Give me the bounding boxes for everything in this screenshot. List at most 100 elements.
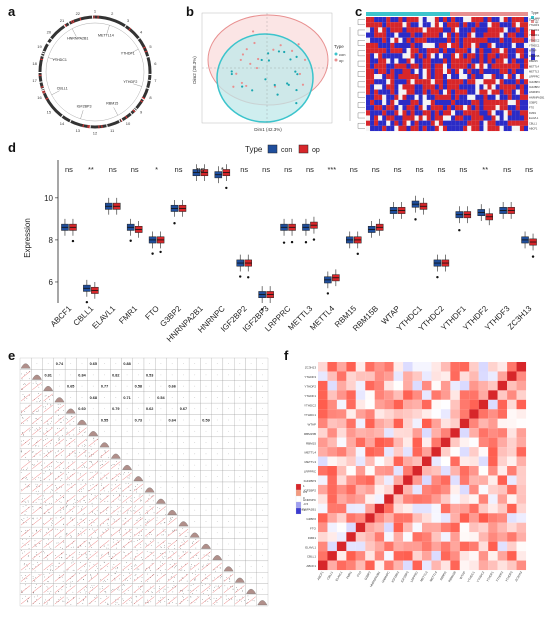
- pca-point: [264, 78, 267, 81]
- empty-mark: [137, 363, 139, 365]
- scatter-point: [229, 581, 231, 582]
- scatter-point: [99, 525, 101, 527]
- correlation-cell: [318, 447, 328, 457]
- scatter-point: [50, 473, 51, 475]
- correlation-cell: [488, 494, 498, 504]
- heatmap-cell: [442, 105, 448, 111]
- significance-label: ns: [350, 165, 358, 174]
- scatter-point: [57, 542, 59, 544]
- heatmap-cell: [426, 120, 431, 126]
- correlation-cell: [422, 447, 432, 457]
- heatmap-cell: [442, 22, 448, 28]
- fit-line: [32, 438, 42, 447]
- scatter-point: [172, 517, 173, 518]
- heatmap-cell: [418, 84, 423, 90]
- scatter-point: [106, 513, 107, 514]
- heatmap-cell: [410, 79, 415, 85]
- ellipse-con: [216, 33, 314, 123]
- scatter-point: [25, 530, 27, 532]
- fit-line: [88, 517, 99, 526]
- fit-line: [65, 517, 76, 526]
- scatter-point: [21, 519, 22, 520]
- correlation-cell: [469, 503, 479, 514]
- scatter-point: [22, 542, 24, 544]
- heatmap-cell: [390, 105, 395, 111]
- fit-line: [32, 551, 42, 560]
- scatter-point: [60, 495, 61, 497]
- correlation-cell: [374, 428, 385, 438]
- correlation-cell: [327, 409, 337, 419]
- fit-line: [77, 551, 87, 560]
- correlation-value: 0.77: [101, 385, 108, 389]
- heatmap-cell: [394, 17, 399, 23]
- chromosome-label: 11: [110, 128, 115, 133]
- scatter-point: [59, 486, 60, 488]
- heatmap-cell: [390, 48, 395, 54]
- heatmap-cell: [519, 125, 524, 132]
- colorbar-label: 0.5: [303, 490, 308, 494]
- scatter-point: [38, 386, 40, 388]
- cytoband: [46, 42, 50, 45]
- scatter-point: [39, 401, 41, 402]
- correlation-cell: [393, 409, 404, 419]
- scatter-point: [34, 455, 36, 457]
- col-gene-label: METTL4: [429, 570, 438, 582]
- heatmap-cell: [442, 125, 448, 132]
- heatmap-cell: [434, 99, 439, 106]
- heatmap-cell: [467, 74, 472, 80]
- scatter-point: [85, 556, 87, 558]
- row-gene-label: ELAVL1: [305, 545, 316, 549]
- scatter-point: [190, 596, 192, 598]
- heatmap-cell: [426, 94, 431, 100]
- heatmap-cell: [402, 27, 407, 33]
- scatter-point: [147, 501, 149, 502]
- heatmap-cell: [398, 68, 403, 75]
- heatmap-cell: [438, 42, 443, 49]
- correlation-cell: [374, 456, 385, 467]
- heatmap-gene-label: ELAVL1: [529, 116, 539, 120]
- heatmap-cell: [374, 27, 379, 33]
- empty-mark: [81, 385, 83, 387]
- heatmap-cell: [459, 42, 464, 49]
- scatter-point: [161, 573, 162, 575]
- fit-line: [54, 517, 65, 526]
- scatter-point: [72, 556, 74, 558]
- scatter-point: [93, 476, 94, 478]
- heatmap-colorbar-step: [531, 42, 535, 48]
- gene-label: YTHDC1: [52, 58, 66, 62]
- y-tick-label: 8: [49, 236, 54, 245]
- heatmap-cell: [366, 63, 371, 69]
- correlation-cell: [469, 409, 479, 419]
- scatter-point: [82, 603, 84, 604]
- heatmap-cell: [390, 110, 395, 116]
- scatter-point: [119, 578, 120, 580]
- correlation-cell: [393, 456, 404, 467]
- scatter-point: [241, 600, 242, 602]
- scatter-point: [186, 580, 188, 582]
- row-gene-label: CBLL1: [307, 555, 317, 559]
- heatmap-cell: [422, 32, 427, 38]
- heatmap-cell: [511, 99, 516, 106]
- fit-line: [156, 551, 166, 560]
- empty-mark: [194, 363, 196, 365]
- scatter-point: [58, 563, 60, 564]
- heatmap-cell: [511, 125, 516, 132]
- heatmap-cell: [422, 17, 427, 23]
- empty-mark: [194, 442, 196, 443]
- scatter-point: [67, 601, 69, 603]
- scatter-point: [137, 484, 138, 485]
- empty-mark: [250, 543, 252, 545]
- correlation-cell: [422, 380, 432, 391]
- heatmap-cell: [447, 27, 452, 33]
- heatmap-cell: [499, 58, 504, 64]
- col-gene-label: ZC3H13: [514, 570, 523, 582]
- empty-mark: [239, 397, 241, 398]
- heatmap-cell: [471, 125, 476, 132]
- scatter-point: [115, 474, 117, 475]
- heatmap-gene-label: RBM15: [529, 59, 538, 63]
- correlation-cell: [346, 522, 356, 533]
- heatmap-cell: [374, 74, 379, 80]
- heatmap-cell: [479, 105, 484, 111]
- empty-mark: [160, 363, 162, 365]
- scatter-point: [86, 587, 87, 588]
